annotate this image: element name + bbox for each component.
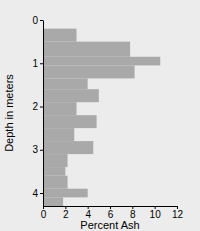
y-tick: 3: [32, 144, 43, 155]
bar: [43, 189, 88, 198]
y-tick-label: 2: [32, 101, 38, 112]
x-tick-label: 12: [172, 209, 184, 220]
bar: [43, 115, 97, 128]
bar: [43, 154, 68, 167]
y-tick: 4: [32, 188, 43, 199]
y-tick-mark: [40, 150, 43, 151]
y-tick-label: 3: [32, 144, 38, 155]
bar: [43, 128, 74, 141]
y-tick-mark: [40, 107, 43, 108]
y-axis-title: Depth in meters: [3, 74, 15, 152]
y-tick: 0: [32, 15, 43, 26]
x-tick: 6: [108, 206, 114, 220]
y-axis: 0 1 2 3 4: [32, 15, 43, 207]
chart: 02468101201234Percent AshDepth in meters: [0, 0, 200, 231]
bar: [43, 176, 68, 189]
bar: [43, 167, 65, 176]
x-tick-label: 0: [41, 209, 47, 220]
y-tick-label: 4: [32, 188, 38, 199]
y-tick-mark: [40, 63, 43, 64]
bar: [43, 29, 77, 42]
bar: [43, 57, 160, 66]
x-axis: 0 2 4 6 8 10 12: [41, 206, 184, 220]
y-tick-label: 0: [32, 15, 38, 26]
bar: [43, 78, 88, 89]
bar: [43, 102, 77, 115]
y-tick: 1: [32, 58, 43, 69]
x-tick: 8: [130, 206, 136, 220]
x-tick-label: 2: [63, 209, 69, 220]
y-tick-mark: [40, 193, 43, 194]
bar: [43, 197, 63, 206]
plot: 02468101201234: [32, 15, 183, 220]
bar: [43, 65, 135, 78]
y-tick-mark: [40, 20, 43, 21]
x-tick: 0: [41, 206, 47, 220]
y-tick: 2: [32, 101, 43, 112]
x-axis-title: Percent Ash: [80, 219, 139, 231]
bars: [43, 29, 160, 206]
x-tick: 10: [150, 206, 162, 220]
x-tick-label: 10: [150, 209, 162, 220]
x-tick: 2: [63, 206, 69, 220]
bar: [43, 42, 130, 57]
bar: [43, 89, 99, 102]
y-tick-label: 1: [32, 58, 38, 69]
bar: [43, 141, 93, 154]
x-tick: 4: [85, 206, 91, 220]
x-tick: 12: [172, 206, 184, 220]
y-axis-line: [43, 21, 44, 207]
